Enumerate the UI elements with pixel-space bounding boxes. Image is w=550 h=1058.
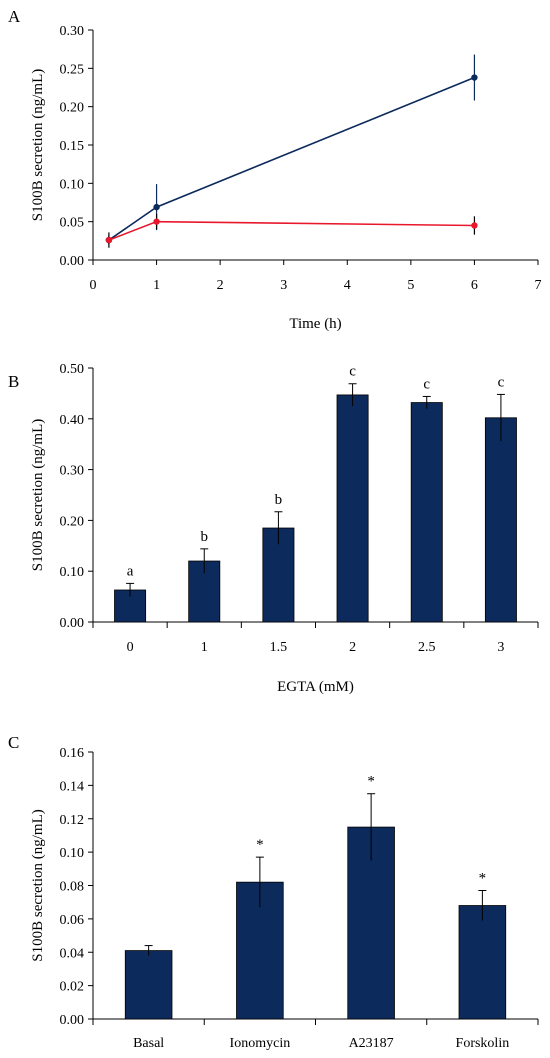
series-1-point <box>471 74 478 81</box>
y-tick-label: 0.00 <box>60 254 85 269</box>
y-axis-title: S100B secretion (ng/mL) <box>30 419 46 571</box>
x-tick-label: 1 <box>201 640 208 655</box>
panel-label: B <box>8 372 19 391</box>
bar <box>410 402 443 623</box>
y-tick-label: 0.15 <box>60 139 85 154</box>
x-tick-label: 6 <box>471 278 478 293</box>
x-tick-label: 2 <box>349 640 356 655</box>
x-tick-label: 7 <box>535 278 542 293</box>
x-tick-label: 0 <box>90 278 97 293</box>
panel-label: C <box>8 733 19 752</box>
y-tick-label: 0.02 <box>60 980 85 995</box>
significance-label: c <box>423 376 430 392</box>
x-tick-label: 5 <box>407 278 414 293</box>
bar <box>458 905 507 1020</box>
panel-a: A 0.00 0.05 0.10 0.15 0.20 0.25 0.30 S100B secre… <box>8 7 542 332</box>
panel-b: B 0.00 0.10 0.20 0.30 0.40 0.50 S100B secretion… <box>8 362 539 695</box>
bar <box>124 950 173 1020</box>
y-tick-label: 0.30 <box>60 464 85 479</box>
y-tick-label: 0.06 <box>60 913 85 928</box>
x-tick-label: A23187 <box>349 1036 394 1051</box>
y-tick-label: 0.12 <box>60 813 85 828</box>
significance-label: * <box>256 837 264 853</box>
y-tick-label: 0.25 <box>60 62 85 77</box>
x-tick-label: Forskolin <box>456 1036 510 1051</box>
y-axis-title: S100B secretion (ng/mL) <box>30 809 46 961</box>
bar <box>336 394 369 623</box>
y-tick-label: 0.10 <box>60 846 85 861</box>
series-2-point <box>153 218 160 225</box>
y-tick-label: 0.50 <box>60 362 85 377</box>
y-tick-label: 0.00 <box>60 1013 85 1028</box>
x-tick-label: 2.5 <box>418 640 436 655</box>
significance-label: * <box>367 774 375 790</box>
x-tick-label: 1.5 <box>270 640 288 655</box>
significance-label: c <box>498 374 505 390</box>
y-tick-label: 0.10 <box>60 565 85 580</box>
series-1-line <box>108 76 475 241</box>
significance-label: * <box>479 871 487 887</box>
y-tick-label: 0.00 <box>60 616 85 631</box>
series-2-line <box>108 220 475 241</box>
x-tick-label: 1 <box>153 278 160 293</box>
y-axis-title: S100B secretion (ng/mL) <box>30 69 46 221</box>
y-tick-label: 0.08 <box>60 880 85 895</box>
bar <box>484 417 517 623</box>
significance-label: b <box>275 492 283 508</box>
y-tick-label: 0.10 <box>60 177 85 192</box>
significance-label: c <box>349 364 356 380</box>
y-tick-label: 0.20 <box>60 101 85 116</box>
y-tick-label: 0.14 <box>60 779 85 794</box>
y-tick-label: 0.40 <box>60 413 85 428</box>
significance-label: b <box>201 529 209 545</box>
y-tick-label: 0.16 <box>60 746 85 761</box>
series-2-point <box>471 222 478 229</box>
x-axis-title: EGTA (mM) <box>277 679 354 695</box>
x-tick-label: 2 <box>217 278 224 293</box>
panel-label: A <box>8 7 21 26</box>
y-tick-label: 0.04 <box>60 946 85 961</box>
y-tick-label: 0.05 <box>60 216 85 231</box>
x-tick-label: Basal <box>133 1036 164 1051</box>
y-tick-label: 0.30 <box>60 24 85 39</box>
significance-label: a <box>127 563 134 579</box>
x-tick-label: 4 <box>344 278 351 293</box>
x-tick-label: 3 <box>280 278 287 293</box>
y-tick-label: 0.20 <box>60 514 85 529</box>
series-1-point <box>153 203 160 211</box>
x-axis-title: Time (h) <box>289 316 341 332</box>
x-tick-label: 0 <box>127 640 134 655</box>
panel-c: C 0.00 0.02 0.04 0.06 0.08 0.10 0.12 0.14 0.16 S10… <box>8 733 539 1051</box>
series-2-point <box>105 236 113 244</box>
x-tick-label: 3 <box>497 640 504 655</box>
x-tick-label: Ionomycin <box>230 1036 291 1051</box>
